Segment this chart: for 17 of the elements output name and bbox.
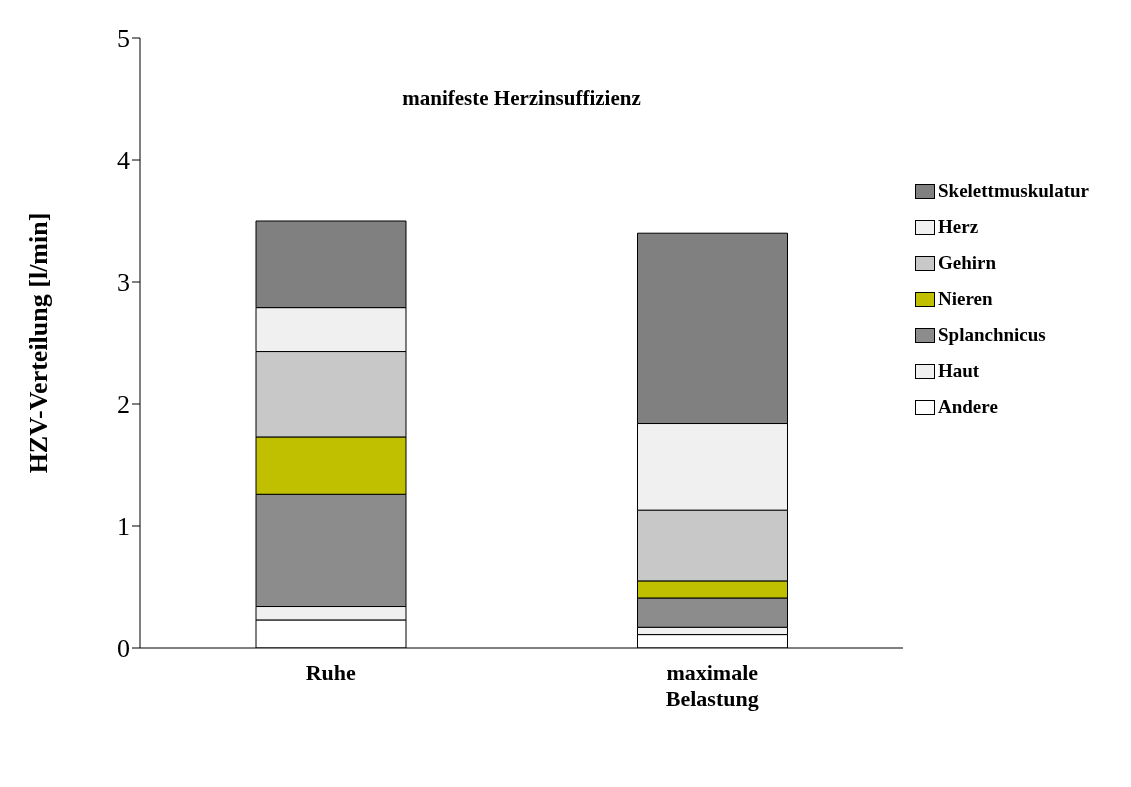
legend-label: Skelettmuskulatur	[938, 180, 1089, 202]
legend-label: Andere	[938, 396, 998, 418]
y-tick-label: 4	[117, 146, 130, 176]
y-tick-label: 0	[117, 634, 130, 664]
legend-label: Haut	[938, 360, 980, 382]
y-tick-label: 3	[117, 268, 130, 298]
y-tick-label: 1	[117, 512, 130, 542]
legend-label: Gehirn	[938, 252, 997, 274]
x-tick-label: maximale Belastung	[665, 660, 759, 711]
legend-label: Splanchnicus	[938, 324, 1046, 346]
y-axis-title: HZV-Verteilung [l/min]	[24, 212, 54, 474]
legend-label: Nieren	[938, 288, 993, 310]
y-tick-label: 2	[117, 390, 130, 420]
text: manifeste Herzinsuffizienz	[401, 86, 642, 111]
legend-label: Herz	[938, 216, 979, 238]
x-tick-label: Ruhe	[305, 660, 357, 685]
y-tick-label: 5	[117, 24, 130, 54]
